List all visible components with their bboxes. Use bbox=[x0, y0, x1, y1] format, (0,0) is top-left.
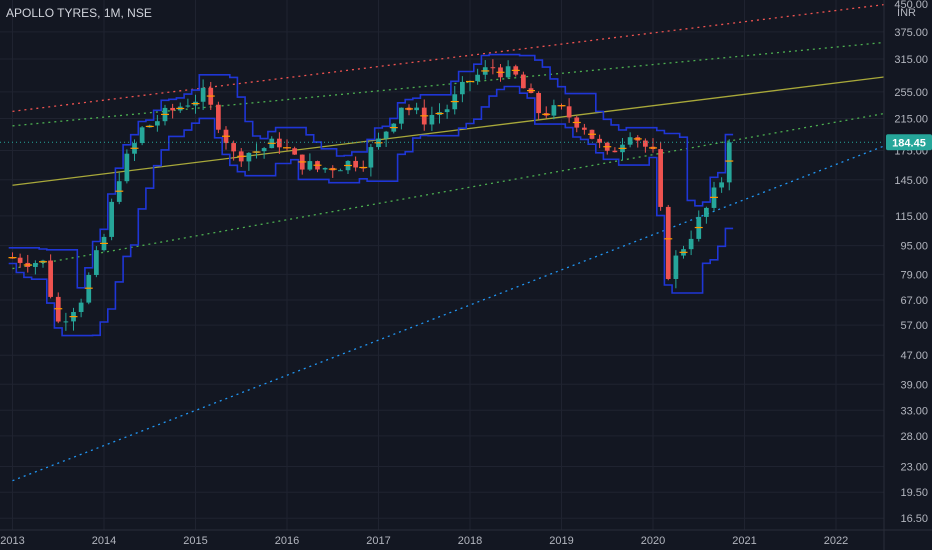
y-tick-label: 33.00 bbox=[900, 405, 928, 417]
candle-body bbox=[444, 109, 450, 113]
x-tick-label: 2018 bbox=[458, 535, 482, 547]
candle-body bbox=[673, 255, 679, 279]
y-tick-label: 79.00 bbox=[900, 269, 928, 281]
candle-body bbox=[78, 302, 84, 312]
x-tick-label: 2017 bbox=[366, 535, 390, 547]
y-tick-label: 57.00 bbox=[900, 320, 928, 332]
y-tick-label: 39.00 bbox=[900, 379, 928, 391]
y-tick-label: 95.00 bbox=[900, 241, 928, 253]
trend-line-green-upper bbox=[12, 41, 885, 127]
candle-body bbox=[338, 170, 343, 172]
candle-body bbox=[292, 148, 297, 155]
candle-body bbox=[139, 127, 145, 144]
candle-body bbox=[521, 74, 526, 89]
candle-body bbox=[231, 143, 236, 152]
candle-body bbox=[643, 140, 648, 147]
x-tick-label: 2013 bbox=[0, 535, 24, 547]
y-tick-label: 315.00 bbox=[894, 54, 928, 66]
candle-body bbox=[216, 104, 221, 130]
candle-body bbox=[688, 238, 694, 250]
y-tick-label-top: 450.00 bbox=[894, 0, 928, 11]
x-tick-label: 2014 bbox=[92, 535, 116, 547]
channel-upper bbox=[8, 53, 734, 289]
y-tick-label: 375.00 bbox=[894, 27, 928, 39]
candle-body bbox=[505, 66, 511, 78]
y-tick-label: 23.00 bbox=[900, 462, 928, 474]
candle-body bbox=[582, 127, 587, 130]
candle-body bbox=[155, 121, 160, 126]
channel-lower bbox=[8, 85, 734, 337]
candle-body bbox=[185, 105, 191, 107]
candle-body bbox=[322, 167, 328, 170]
x-tick-label: 2019 bbox=[549, 535, 573, 547]
candle-body bbox=[124, 153, 130, 182]
candle-body bbox=[726, 142, 732, 183]
candle-body bbox=[48, 260, 53, 297]
candle-body bbox=[33, 263, 38, 267]
candle-body bbox=[261, 148, 267, 152]
candle-body bbox=[86, 274, 92, 303]
y-tick-label: 115.00 bbox=[895, 211, 928, 223]
x-tick-label: 2022 bbox=[824, 535, 848, 547]
candle-body bbox=[246, 152, 252, 162]
candle-body bbox=[429, 114, 435, 125]
candle-body bbox=[704, 207, 709, 217]
y-tick-label: 215.00 bbox=[894, 113, 928, 125]
candle-body bbox=[536, 93, 541, 114]
candle-body bbox=[170, 107, 175, 111]
y-tick-label: 28.00 bbox=[900, 431, 928, 443]
y-tick-label: 19.50 bbox=[900, 487, 928, 499]
trend-line-red bbox=[12, 3, 885, 113]
candle-body bbox=[383, 131, 389, 139]
last-price-label: 184.45 bbox=[892, 137, 926, 149]
candle-body bbox=[719, 182, 724, 188]
candle-body bbox=[353, 160, 358, 168]
candle-body bbox=[475, 74, 480, 82]
x-tick-label: 2021 bbox=[732, 535, 756, 547]
candle-body bbox=[109, 201, 114, 237]
candle-body bbox=[490, 67, 496, 69]
last-price-tag bbox=[886, 134, 932, 151]
x-tick-label: 2016 bbox=[275, 535, 299, 547]
y-tick-label: 47.00 bbox=[900, 350, 928, 362]
candle-body bbox=[658, 149, 663, 207]
candle-body bbox=[17, 257, 23, 263]
candle-body bbox=[665, 206, 671, 279]
candle-body bbox=[612, 150, 618, 153]
y-tick-label: 16.50 bbox=[900, 513, 928, 525]
candle-body bbox=[414, 107, 419, 111]
candle-body bbox=[597, 138, 602, 143]
candle-body bbox=[627, 137, 633, 145]
y-tick-label: 67.00 bbox=[900, 295, 928, 307]
candle-body bbox=[94, 250, 99, 275]
candle-body bbox=[307, 161, 313, 170]
y-tick-label: 255.00 bbox=[894, 87, 928, 99]
y-tick-label: 145.00 bbox=[894, 175, 928, 187]
candle-body bbox=[551, 105, 557, 116]
chart-title: APOLLO TYRES, 1M, NSE bbox=[6, 6, 152, 20]
x-tick-label: 2015 bbox=[183, 535, 207, 547]
candle-body bbox=[368, 147, 374, 168]
candle-body bbox=[399, 107, 404, 124]
trend-line-olive bbox=[12, 76, 885, 186]
x-tick-label: 2020 bbox=[641, 535, 665, 547]
candle-body bbox=[63, 321, 69, 323]
candle-body bbox=[566, 106, 572, 118]
candle-body bbox=[277, 138, 282, 148]
currency-label: INR bbox=[897, 7, 916, 19]
candle-body bbox=[460, 81, 465, 95]
candle-body bbox=[200, 87, 206, 102]
